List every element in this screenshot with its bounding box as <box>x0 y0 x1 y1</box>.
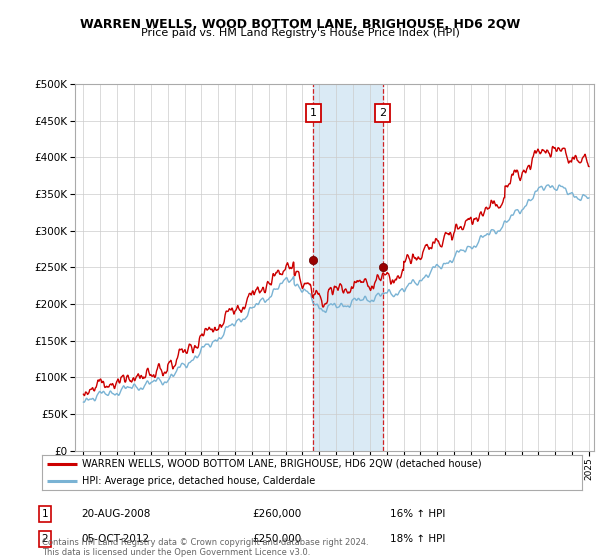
Text: 2: 2 <box>41 534 49 544</box>
Text: Price paid vs. HM Land Registry's House Price Index (HPI): Price paid vs. HM Land Registry's House … <box>140 28 460 38</box>
Text: WARREN WELLS, WOOD BOTTOM LANE, BRIGHOUSE, HD6 2QW (detached house): WARREN WELLS, WOOD BOTTOM LANE, BRIGHOUS… <box>83 459 482 469</box>
Text: HPI: Average price, detached house, Calderdale: HPI: Average price, detached house, Cald… <box>83 477 316 486</box>
Text: 1: 1 <box>310 108 317 118</box>
Text: £260,000: £260,000 <box>252 509 301 519</box>
Text: Contains HM Land Registry data © Crown copyright and database right 2024.
This d: Contains HM Land Registry data © Crown c… <box>42 538 368 557</box>
Text: 05-OCT-2012: 05-OCT-2012 <box>81 534 149 544</box>
Bar <box>313 84 383 451</box>
Text: 2: 2 <box>379 108 386 118</box>
Text: 1: 1 <box>41 509 49 519</box>
Text: 20-AUG-2008: 20-AUG-2008 <box>81 509 151 519</box>
Text: WARREN WELLS, WOOD BOTTOM LANE, BRIGHOUSE, HD6 2QW: WARREN WELLS, WOOD BOTTOM LANE, BRIGHOUS… <box>80 18 520 31</box>
Text: £250,000: £250,000 <box>252 534 301 544</box>
Text: 16% ↑ HPI: 16% ↑ HPI <box>390 509 445 519</box>
Text: 18% ↑ HPI: 18% ↑ HPI <box>390 534 445 544</box>
